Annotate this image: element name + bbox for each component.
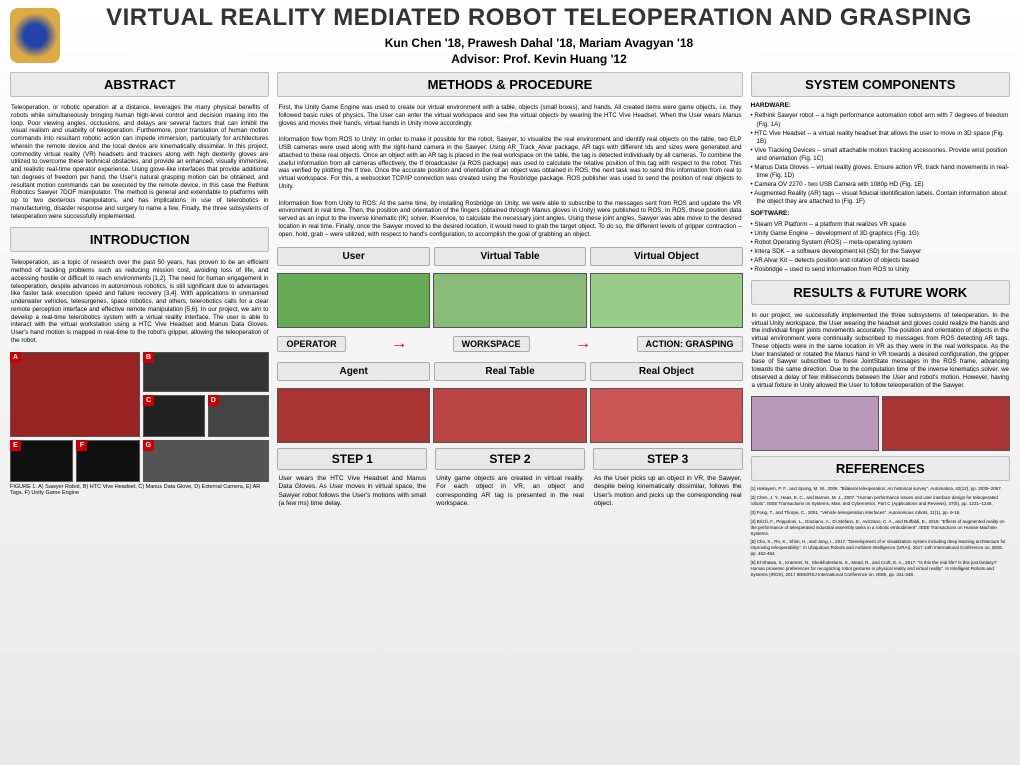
sw-item: • Rosbridge – used to send information f… — [751, 266, 1010, 274]
methods-text-3: Information flow from Unity to ROS: At t… — [277, 198, 742, 241]
hw-item: • Vive Tracking Devices -- small attacha… — [751, 147, 1010, 163]
result-img-1 — [751, 396, 879, 451]
ref-item: [5] Cho, K., Ro, K., Shim, H., and Jang,… — [751, 539, 1010, 557]
ref-item: [6] El-Shawa, S., Kraemer, N., Sheikhole… — [751, 560, 1010, 578]
ref-item: [3] Fong, T., and Thorpe, C., 2001. "Veh… — [751, 510, 1010, 516]
arrow-icon: → — [391, 335, 407, 353]
college-logo — [10, 8, 60, 63]
title-block: VIRTUAL REALITY MEDIATED ROBOT TELEOPERA… — [68, 4, 1010, 66]
methods-header: METHODS & PROCEDURE — [277, 72, 742, 97]
step3-header: STEP 3 — [593, 448, 743, 470]
fig-a-sawyer — [10, 352, 140, 437]
sw-item: • Intera SDK – a software development ki… — [751, 248, 1010, 256]
flow-img-agent — [277, 388, 430, 443]
flow-row-3: Agent Real Table Real Object — [277, 362, 742, 381]
hw-item: • Rethink Sawyer robot -- a high perform… — [751, 112, 1010, 128]
flow-user: User — [277, 247, 429, 266]
flow-robject: Real Object — [590, 362, 742, 381]
hw-item: • Manus Data Gloves -- virtual reality g… — [751, 164, 1010, 180]
step1-text: User wears the HTC Vive Headset and Manu… — [277, 473, 427, 510]
results-header: RESULTS & FUTURE WORK — [751, 280, 1010, 305]
step2-text: Unity game objects are created in virtua… — [435, 473, 585, 510]
flow-operator: OPERATOR — [277, 336, 345, 352]
hardware-list: HARDWARE: • Rethink Sawyer robot -- a hi… — [751, 102, 1010, 275]
flow-img-rtable — [433, 388, 586, 443]
page-title: VIRTUAL REALITY MEDIATED ROBOT TELEOPERA… — [68, 4, 1010, 32]
hardware-title: HARDWARE: — [751, 102, 1010, 110]
sw-item: • Unity Game Engine -- development of 3D… — [751, 230, 1010, 238]
fig-label-f: F — [76, 440, 87, 451]
fig-label-d: D — [208, 395, 219, 406]
ref-item: [1] Hokayem, P. F., and Spong, M. W., 20… — [751, 486, 1010, 492]
results-text: In our project, we successfully implemen… — [751, 310, 1010, 392]
fig-label-c: C — [143, 395, 154, 406]
fig-label-a: A — [10, 352, 21, 363]
column-right: SYSTEM COMPONENTS HARDWARE: • Rethink Sa… — [751, 72, 1010, 580]
step2-header: STEP 2 — [435, 448, 585, 470]
introduction-text: Teleoperation, as a topic of research ov… — [10, 257, 269, 346]
references-header: REFERENCES — [751, 456, 1010, 481]
flow-rtable: Real Table — [434, 362, 586, 381]
abstract-header: ABSTRACT — [10, 72, 269, 97]
flow-img-robject — [590, 388, 743, 443]
components-header: SYSTEM COMPONENTS — [751, 72, 1010, 97]
flow-images-1 — [277, 273, 742, 328]
methods-text-1: First, the Unity Game Engine was used to… — [277, 102, 742, 129]
columns: ABSTRACT Teleoperation, or robotic opera… — [10, 72, 1010, 580]
flow-vtable: Virtual Table — [434, 247, 586, 266]
fig-g-unity — [143, 440, 270, 482]
results-images — [751, 396, 1010, 451]
sw-item: • Steam VR Platform -- a platform that r… — [751, 221, 1010, 229]
flow-images-2 — [277, 388, 742, 443]
figure1-grid: A B C — [10, 352, 269, 497]
flow-row-2: OPERATOR → WORKSPACE → ACTION: GRASPING — [277, 335, 742, 353]
step3-text: As the User picks up an object in VR, th… — [593, 473, 743, 510]
flow-action: ACTION: GRASPING — [637, 336, 743, 352]
flow-workspace: WORKSPACE — [453, 336, 530, 352]
advisor: Advisor: Prof. Kevin Huang '12 — [68, 52, 1010, 66]
step1-header: STEP 1 — [277, 448, 427, 470]
flow-img-vobject — [590, 273, 743, 328]
flow-img-vtable — [433, 273, 586, 328]
flow-agent: Agent — [277, 362, 429, 381]
authors: Kun Chen '18, Prawesh Dahal '18, Mariam … — [68, 36, 1010, 50]
fig-label-g: G — [143, 440, 154, 451]
fig-label-e: E — [10, 440, 21, 451]
column-middle: METHODS & PROCEDURE First, the Unity Gam… — [277, 72, 742, 580]
figure1-caption: FIGURE 1. A) Sawyer Robot, B) HTC Vive H… — [10, 484, 269, 497]
introduction-header: INTRODUCTION — [10, 227, 269, 252]
methods-text-2: Information flow from ROS to Unity: In o… — [277, 134, 742, 192]
ref-item: [4] Brizzi, F., Peppoloni, L., Graziano,… — [751, 519, 1010, 537]
header: VIRTUAL REALITY MEDIATED ROBOT TELEOPERA… — [10, 4, 1010, 66]
software-title: SOFTWARE: — [751, 210, 1010, 218]
poster: VIRTUAL REALITY MEDIATED ROBOT TELEOPERA… — [0, 0, 1020, 765]
flow-vobject: Virtual Object — [590, 247, 742, 266]
arrow-icon: → — [575, 335, 591, 353]
abstract-text: Teleoperation, or robotic operation at a… — [10, 102, 269, 222]
fig-b-headset — [143, 352, 269, 392]
sw-item: • Robot Operating System (ROS) -- meta-o… — [751, 239, 1010, 247]
column-left: ABSTRACT Teleoperation, or robotic opera… — [10, 72, 269, 580]
hw-item: • Camera OV 2270 - two USB Camera with 1… — [751, 181, 1010, 189]
result-img-2 — [882, 396, 1010, 451]
steps-row: STEP 1 User wears the HTC Vive Headset a… — [277, 448, 742, 510]
hw-item: • Augmented Reality (AR) tags -- visual … — [751, 190, 1010, 206]
ref-item: [2] Chen, J. Y., Haas, E. C., and Barnes… — [751, 495, 1010, 507]
flow-img-user — [277, 273, 430, 328]
sw-item: • AR Alvar Kit -- detects position and r… — [751, 257, 1010, 265]
flow-row-1: User Virtual Table Virtual Object — [277, 247, 742, 266]
references-list: [1] Hokayem, P. F., and Spong, M. W., 20… — [751, 486, 1010, 580]
hw-item: • HTC Vive Headset -- a virtual reality … — [751, 130, 1010, 146]
fig-label-b: B — [143, 352, 154, 363]
